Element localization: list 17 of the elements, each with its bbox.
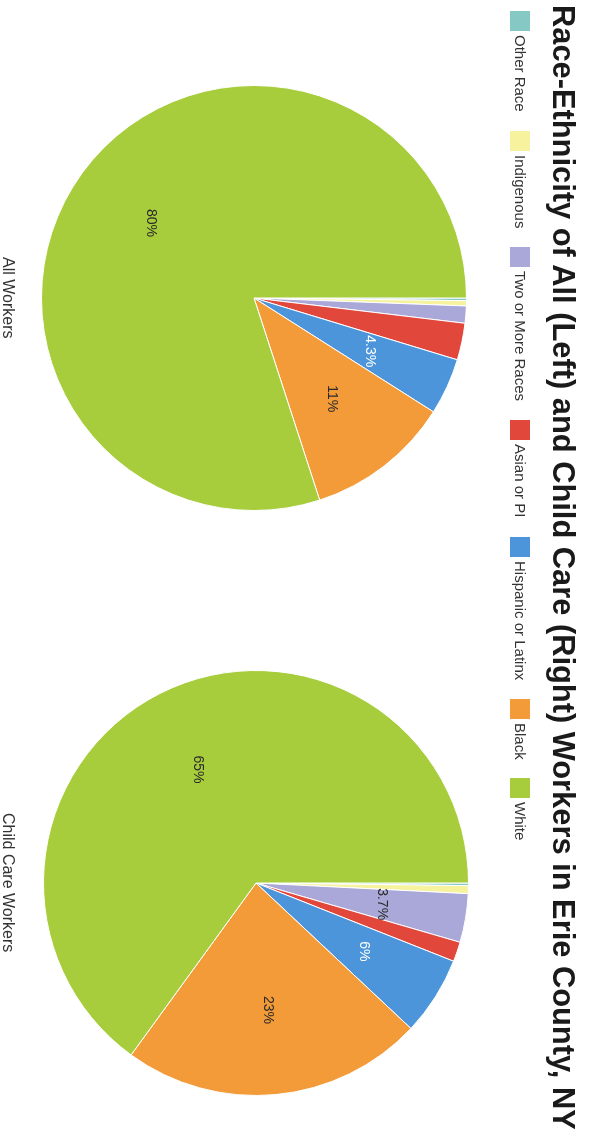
legend-label: Indigenous: [511, 154, 529, 229]
text: Race-Ethnicity of All (Left) and Child Care (Right) Workers in Erie County, NY: [546, 5, 581, 1130]
legend-label: Black: [511, 722, 529, 760]
data-label: 3.7%: [374, 888, 391, 921]
slice-label: Child Care Workers: [0, 812, 17, 955]
legend-label: Other Race: [511, 35, 529, 112]
legend-label: Two or More Races: [511, 271, 529, 402]
data-label: 4.3%: [363, 335, 380, 368]
data-label: 23%: [261, 995, 278, 1024]
data-label: 80%: [143, 209, 160, 238]
slice-label: All Workers: [0, 256, 17, 341]
legend-label: White: [511, 802, 529, 841]
legend-label: Asian or PI: [511, 444, 529, 518]
data-label: 11%: [325, 385, 342, 413]
data-label: 65%: [191, 755, 208, 784]
legend-label: Hispanic or Latinx: [511, 560, 529, 680]
data-label: 6%: [356, 941, 373, 962]
